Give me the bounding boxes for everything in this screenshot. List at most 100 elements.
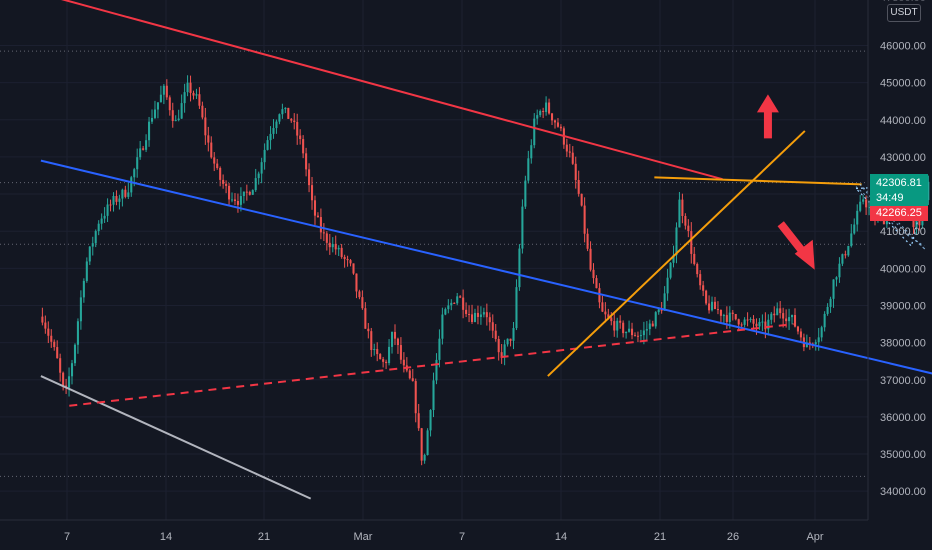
candle-body (364, 308, 367, 329)
candle-body (390, 331, 394, 347)
trendline (69, 323, 794, 407)
candle-body (696, 263, 699, 275)
candle-body (530, 145, 533, 159)
candle-body (793, 315, 797, 327)
candle-body (156, 102, 159, 110)
candle-body (133, 169, 136, 178)
candle-body (207, 135, 210, 143)
price-tick-label-cut: 47300.00 (880, 0, 926, 4)
candle-body (159, 94, 162, 103)
candle-body (598, 288, 601, 303)
candle-body (186, 82, 189, 93)
candle-body (524, 180, 527, 207)
last-price-label: 42306.81 (876, 177, 922, 189)
time-tick-label: 21 (258, 531, 270, 543)
candle-body (174, 120, 177, 122)
candle-body (672, 255, 675, 263)
candle-body (296, 122, 299, 136)
candle-body (488, 317, 491, 323)
candle-body (832, 279, 835, 299)
candle-body (817, 337, 820, 343)
price-tick-label: 45000.00 (880, 78, 926, 90)
candle-body (678, 199, 681, 228)
candle-body (799, 331, 802, 338)
candle-body (225, 183, 228, 186)
candle-body (645, 329, 648, 331)
candle-body (853, 224, 856, 234)
candle-body (651, 323, 654, 327)
candle-body (693, 253, 696, 264)
candle-body (376, 349, 379, 355)
candle-body (399, 345, 402, 360)
price-tick-label: 36000.00 (880, 412, 926, 424)
candle-body (841, 254, 844, 264)
candle-body (847, 246, 850, 256)
candle-body (73, 344, 77, 364)
candle-body (367, 328, 370, 332)
candle-body (583, 205, 586, 234)
candle-body (316, 215, 319, 218)
candle-body (426, 430, 429, 456)
candle-body (728, 312, 731, 322)
candle-body (639, 335, 642, 337)
candle-body (479, 314, 482, 317)
candle-body (550, 113, 554, 121)
candle-body (438, 338, 441, 360)
candle-body (829, 298, 832, 307)
candle-body (559, 126, 562, 129)
candle-body (142, 148, 145, 150)
candle-body (41, 316, 44, 323)
candle-body (681, 199, 684, 216)
candle-body (616, 320, 619, 331)
candle-body (88, 246, 91, 262)
candle-body (349, 260, 352, 264)
price-tick-label: 41000.00 (880, 226, 926, 238)
candle-body (150, 117, 154, 122)
candle-body (450, 302, 453, 306)
candle-body (94, 231, 97, 244)
candle-body (239, 196, 242, 205)
candle-body (782, 313, 785, 319)
time-tick-label: 21 (654, 531, 666, 543)
candle-body (290, 118, 293, 121)
candle-body (826, 306, 829, 314)
candle-body (325, 233, 328, 243)
candle-body (118, 198, 121, 202)
candle-body (731, 312, 734, 314)
price-tick-label: 34000.00 (880, 486, 926, 498)
candle-body (476, 312, 479, 317)
candle-body (713, 301, 717, 310)
candle-body (222, 179, 225, 184)
candle-body (97, 223, 100, 232)
candle-body (373, 349, 376, 351)
candle-body (115, 195, 118, 202)
candle-body (127, 192, 130, 197)
candle-body (183, 92, 186, 104)
candle-body (393, 331, 397, 339)
arrow-down-shaft (777, 221, 806, 255)
candle-body (269, 133, 272, 141)
candle-body (136, 157, 139, 170)
candle-body (68, 376, 71, 388)
candle-body (604, 311, 607, 315)
candle-body (927, 181, 930, 201)
candle-body (263, 149, 266, 163)
candle-body (355, 273, 358, 292)
time-axis[interactable]: 7 14 21 Mar 7 14 21 26 Apr (64, 531, 824, 543)
candle-body (233, 199, 237, 201)
candle-body (70, 363, 74, 377)
candle-body (527, 158, 530, 181)
time-tick-label: 7 (459, 531, 465, 543)
candle-body (740, 324, 743, 326)
candle-body (838, 263, 841, 278)
candle-body (737, 319, 740, 325)
candle-body (868, 207, 871, 209)
grid (0, 0, 868, 520)
candle-body (302, 139, 305, 154)
candle-body (710, 301, 714, 311)
candle-body (198, 94, 201, 106)
candle-body (459, 296, 462, 298)
candle-body (734, 313, 737, 320)
currency-button[interactable]: USDT (887, 4, 921, 22)
